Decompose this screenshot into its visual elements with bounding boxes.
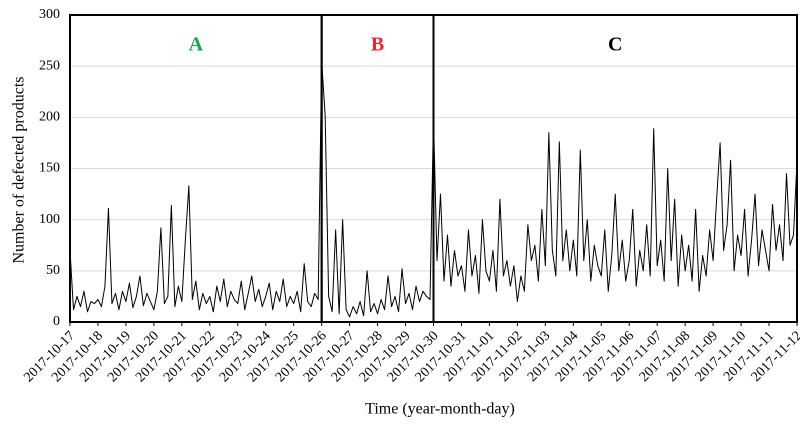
region-box xyxy=(432,14,798,323)
region-label: C xyxy=(608,34,622,56)
y-tick-label: 150 xyxy=(39,161,60,176)
region-label: A xyxy=(189,34,204,56)
y-tick-label: 0 xyxy=(53,314,60,329)
region-label: B xyxy=(371,34,384,56)
y-tick-label: 50 xyxy=(46,263,60,278)
x-axis-label: Time (year-month-day) xyxy=(365,401,515,418)
y-tick-label: 100 xyxy=(39,212,60,227)
y-axis-label: Number of defected products xyxy=(11,76,28,263)
y-tick-label: 200 xyxy=(39,110,60,125)
y-tick-label: 250 xyxy=(39,58,60,73)
y-tick-label: 300 xyxy=(39,7,60,22)
